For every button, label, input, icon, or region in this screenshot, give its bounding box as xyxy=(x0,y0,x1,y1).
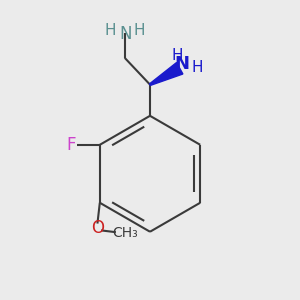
Text: O: O xyxy=(91,219,104,237)
Text: H: H xyxy=(172,48,183,63)
Text: H: H xyxy=(133,23,145,38)
Text: H: H xyxy=(191,60,203,75)
Text: F: F xyxy=(67,136,76,154)
Text: H: H xyxy=(105,23,116,38)
Text: N: N xyxy=(119,26,132,44)
Polygon shape xyxy=(150,62,183,86)
Text: CH₃: CH₃ xyxy=(112,226,138,240)
Text: N: N xyxy=(175,55,190,73)
